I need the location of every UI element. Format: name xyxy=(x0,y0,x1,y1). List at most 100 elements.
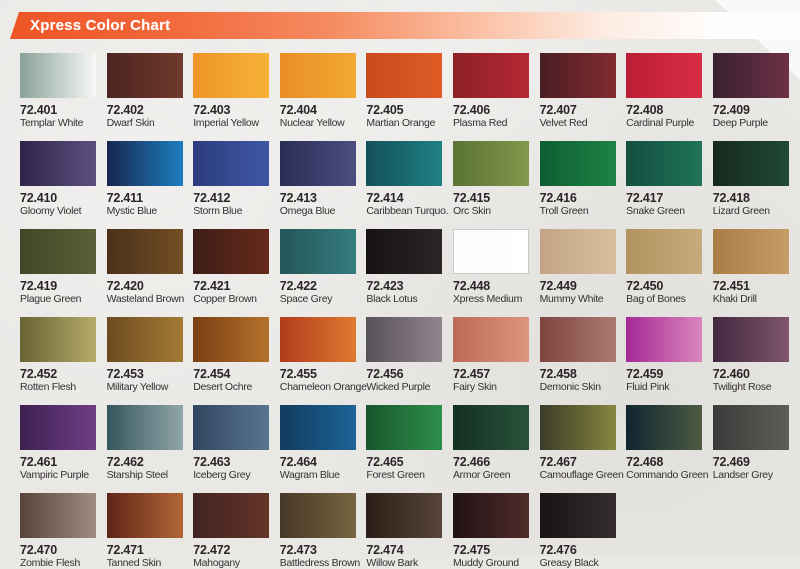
swatch-code: 72.469 xyxy=(712,455,750,469)
swatch-name: Twilight Rose xyxy=(712,381,772,393)
swatch-code: 72.465 xyxy=(366,455,404,469)
swatch-code: 72.413 xyxy=(279,191,317,205)
swatch-name: Dwarf Skin xyxy=(106,117,155,129)
swatch-name: Black Lotus xyxy=(366,293,418,305)
swatch-name: Armor Green xyxy=(452,469,511,481)
swatch-cell: 72.458 Demonic Skin xyxy=(539,317,616,393)
swatch-cell: 72.460 Twilight Rose xyxy=(712,317,789,393)
swatch-color xyxy=(626,229,703,274)
swatch-cell: 72.405 Martian Orange xyxy=(366,53,443,129)
swatch-cell: 72.454 Desert Ochre xyxy=(193,317,270,393)
swatch-cell: 72.465 Forest Green xyxy=(366,405,443,481)
swatch-name: Omega Blue xyxy=(279,205,336,217)
swatch-cell: 72.404 Nuclear Yellow xyxy=(279,53,356,129)
page-title: Xpress Color Chart xyxy=(30,17,171,34)
swatch-name: Deep Purple xyxy=(712,117,768,129)
swatch-name: Wasteland Brown xyxy=(106,293,185,305)
title-banner: Xpress Color Chart xyxy=(10,12,800,39)
swatch-name: Mystic Blue xyxy=(106,205,158,217)
swatch-code: 72.476 xyxy=(539,543,577,557)
swatch-cell: 72.473 Battledress Brown xyxy=(279,493,360,569)
swatch-name: Caribbean Turquo. xyxy=(366,205,449,217)
swatch-cell: 72.409 Deep Purple xyxy=(712,53,789,129)
swatch-name: Vampiric Purple xyxy=(20,469,89,481)
swatch-color xyxy=(712,405,789,450)
swatch-cell: 72.474 Willow Bark xyxy=(366,493,443,569)
swatch-color xyxy=(106,141,183,186)
swatch-color xyxy=(106,405,183,450)
swatch-code: 72.454 xyxy=(193,367,231,381)
swatch-cell: 72.423 Black Lotus xyxy=(366,229,443,305)
swatch-color xyxy=(626,317,703,362)
swatch-color xyxy=(193,141,270,186)
swatch-cell: 72.471 Tanned Skin xyxy=(106,493,183,569)
swatch-code: 72.414 xyxy=(366,191,404,205)
swatch-color xyxy=(20,53,96,98)
swatch-code: 72.419 xyxy=(20,279,58,293)
swatch-color xyxy=(193,229,270,274)
swatch-color xyxy=(20,229,96,274)
swatch-name: Gloomy Violet xyxy=(20,205,82,217)
swatch-name: Storm Blue xyxy=(193,205,243,217)
swatch-name: Muddy Ground xyxy=(452,557,519,569)
swatch-code: 72.463 xyxy=(193,455,231,469)
swatch-name: Commando Green xyxy=(626,469,709,481)
swatch-name: Wagram Blue xyxy=(279,469,340,481)
swatch-name: Rotten Flesh xyxy=(20,381,76,393)
swatch-color xyxy=(366,405,443,450)
swatch-color xyxy=(366,493,443,538)
swatch-name: Troll Green xyxy=(539,205,589,217)
swatch-name: Zombie Flesh xyxy=(20,557,81,569)
swatch-code: 72.466 xyxy=(452,455,491,469)
swatch-code: 72.406 xyxy=(452,103,491,117)
swatch-cell: 72.463 Iceberg Grey xyxy=(193,405,270,481)
swatch-code: 72.467 xyxy=(539,455,577,469)
swatch-name: Chameleon Orange xyxy=(279,381,367,393)
swatch-name: Mummy White xyxy=(539,293,604,305)
swatch-color xyxy=(106,229,183,274)
swatch-code: 72.471 xyxy=(106,543,144,557)
swatch-color xyxy=(20,493,96,538)
swatch-cell: 72.466 Armor Green xyxy=(452,405,529,481)
swatch-name: Wicked Purple xyxy=(366,381,431,393)
swatch-cell: 72.448 Xpress Medium xyxy=(452,229,529,305)
swatch-code: 72.409 xyxy=(712,103,750,117)
swatch-name: Orc Skin xyxy=(452,205,491,217)
swatch-code: 72.455 xyxy=(279,367,317,381)
swatch-name: Starship Steel xyxy=(106,469,168,481)
swatch-code: 72.408 xyxy=(626,103,664,117)
swatch-name: Bag of Bones xyxy=(626,293,686,305)
swatch-cell: 72.414 Caribbean Turquo. xyxy=(366,141,449,217)
swatch-color xyxy=(20,405,96,450)
swatch-code: 72.460 xyxy=(712,367,750,381)
swatch-color xyxy=(193,493,270,538)
swatch-color xyxy=(366,317,443,362)
swatch-color xyxy=(626,141,703,186)
swatch-color xyxy=(539,53,616,98)
swatch-name: Velvet Red xyxy=(539,117,588,129)
swatch-cell: 72.411 Mystic Blue xyxy=(106,141,183,217)
swatch-code: 72.405 xyxy=(366,103,404,117)
swatch-code: 72.461 xyxy=(20,455,58,469)
swatch-cell: 72.408 Cardinal Purple xyxy=(626,53,703,129)
swatch-cell: 72.461 Vampiric Purple xyxy=(20,405,96,481)
swatch-cell: 72.403 Imperial Yellow xyxy=(193,53,270,129)
swatch-color xyxy=(279,53,356,98)
swatch-cell: 72.457 Fairy Skin xyxy=(452,317,529,393)
swatch-color xyxy=(452,141,529,186)
swatch-code: 72.448 xyxy=(452,279,491,293)
swatch-color xyxy=(366,141,443,186)
swatch-code: 72.449 xyxy=(539,279,577,293)
swatch-code: 72.416 xyxy=(539,191,577,205)
swatch-color xyxy=(20,317,96,362)
swatch-code: 72.404 xyxy=(279,103,317,117)
swatch-cell: 72.452 Rotten Flesh xyxy=(20,317,96,393)
swatch-color xyxy=(193,53,270,98)
swatch-color xyxy=(712,141,789,186)
swatch-name: Space Grey xyxy=(279,293,333,305)
swatch-color xyxy=(452,493,529,538)
swatch-cell: 72.456 Wicked Purple xyxy=(366,317,443,393)
swatch-cell: 72.401 Templar White xyxy=(20,53,96,129)
swatch-code: 72.464 xyxy=(279,455,317,469)
swatch-code: 72.468 xyxy=(626,455,664,469)
